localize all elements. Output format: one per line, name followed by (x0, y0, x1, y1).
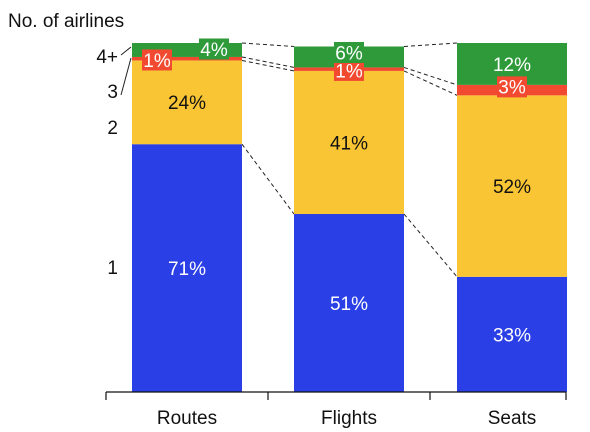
bar-routes-1 (132, 144, 242, 392)
legend: 1 2 3 4+ (96, 46, 132, 279)
x-axis: Routes Flights Seats (105, 391, 567, 429)
segment-label-box-seats-3 (497, 76, 527, 98)
segment-label-seats-2: 52% (493, 177, 531, 198)
legend-3: 3 (107, 82, 118, 103)
connector-lines (241, 42, 458, 278)
segment-label-box-flights-3 (334, 59, 364, 81)
bar-flights-1 (294, 214, 404, 392)
x-tick-label-seats: Seats (488, 408, 537, 429)
connector-flights-seats-4 (403, 42, 458, 47)
segment-label-flights-4: 6% (335, 43, 363, 64)
segment-label-seats-4: 12% (493, 55, 531, 76)
segment-label-flights-1: 51% (330, 294, 368, 315)
segment-label-routes-1: 71% (168, 259, 206, 280)
segment-label-seats-1: 33% (493, 325, 531, 346)
connector-flights-seats-2 (403, 70, 458, 96)
connector-routes-flights-3 (241, 56, 295, 68)
connector-flights-seats-1 (403, 213, 458, 278)
connector-routes-flights-4 (241, 42, 295, 47)
segment-label-flights-2: 41% (330, 133, 368, 154)
connector-routes-flights-2 (241, 59, 295, 72)
segment-label-box-routes-3 (142, 49, 172, 71)
connector-routes-flights-1 (241, 143, 295, 215)
bar-seats-2 (457, 95, 567, 277)
legend-1: 1 (107, 258, 118, 279)
x-tick-label-routes: Routes (157, 408, 217, 429)
legend-pointer-4plus (120, 46, 132, 56)
segment-label-box-routes-4 (199, 38, 229, 60)
segment-labels: 71%24%1%4%51%41%1%6%33%52%3%12% (142, 38, 531, 346)
segment-label-flights-3: 1% (335, 61, 363, 82)
x-tick-label-flights: Flights (321, 408, 377, 429)
bar-routes-3 (132, 56, 242, 61)
bar-routes-2 (132, 60, 242, 145)
segment-label-routes-2: 24% (168, 93, 206, 114)
bar-flights-2 (294, 70, 404, 215)
connector-flights-seats-3 (403, 66, 458, 86)
segment-label-routes-4: 4% (200, 40, 228, 61)
legend-4: 4+ (96, 47, 118, 68)
segment-label-box-flights-4 (334, 41, 364, 63)
legend-pointer-3 (120, 57, 132, 96)
chart-title: No. of airlines (8, 11, 124, 32)
segment-label-routes-3: 1% (143, 51, 171, 72)
bar-seats-1 (457, 276, 567, 392)
legend-2: 2 (107, 118, 118, 139)
segment-label-seats-3: 3% (498, 78, 526, 99)
